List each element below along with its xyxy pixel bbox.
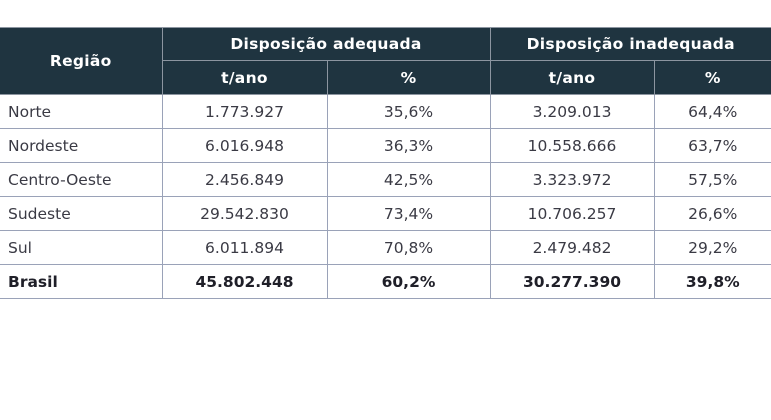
header-adequate-tons: t/ano — [162, 60, 328, 95]
waste-disposal-table: Região Disposição adequada Disposição in… — [0, 27, 771, 299]
table-body: Norte 1.773.927 35,6% 3.209.013 64,4% No… — [0, 94, 771, 299]
cell-region: Norte — [0, 94, 163, 129]
cell-adequate-pct: 36,3% — [326, 128, 491, 163]
cell-adequate-pct: 42,5% — [326, 162, 491, 197]
cell-adequate-tons-total: 45.802.448 — [161, 264, 328, 299]
header-adequate-group: Disposição adequada — [161, 27, 491, 61]
header-inadequate-pct: % — [653, 60, 771, 95]
header-adequate-pct: % — [326, 60, 491, 95]
cell-inadequate-pct: 29,2% — [653, 230, 771, 265]
header-inadequate-group: Disposição inadequada — [489, 27, 771, 61]
cell-adequate-tons: 2.456.849 — [161, 162, 328, 197]
cell-inadequate-pct-total: 39,8% — [653, 264, 771, 299]
table-row: Norte 1.773.927 35,6% 3.209.013 64,4% — [0, 94, 771, 129]
cell-inadequate-tons: 2.479.482 — [489, 230, 655, 265]
cell-adequate-tons: 6.016.948 — [161, 128, 328, 163]
table-row: Sudeste 29.542.830 73,4% 10.706.257 26,6… — [0, 196, 771, 231]
cell-inadequate-tons: 3.209.013 — [489, 94, 655, 129]
cell-adequate-tons: 6.011.894 — [161, 230, 328, 265]
cell-adequate-tons: 29.542.830 — [161, 196, 328, 231]
table-total-row: Brasil 45.802.448 60,2% 30.277.390 39,8% — [0, 264, 771, 299]
header-region: Região — [0, 27, 163, 95]
table-row: Centro-Oeste 2.456.849 42,5% 3.323.972 5… — [0, 162, 771, 197]
data-table-container: Região Disposição adequada Disposição in… — [0, 27, 771, 299]
cell-inadequate-tons: 10.558.666 — [489, 128, 655, 163]
cell-inadequate-tons-total: 30.277.390 — [489, 264, 655, 299]
cell-inadequate-pct: 57,5% — [653, 162, 771, 197]
cell-region: Sul — [0, 230, 163, 265]
cell-adequate-pct: 35,6% — [326, 94, 491, 129]
cell-adequate-pct-total: 60,2% — [326, 264, 491, 299]
cell-region: Centro-Oeste — [0, 162, 163, 197]
table-header: Região Disposição adequada Disposição in… — [0, 27, 771, 95]
cell-inadequate-pct: 26,6% — [653, 196, 771, 231]
table-row: Nordeste 6.016.948 36,3% 10.558.666 63,7… — [0, 128, 771, 163]
cell-inadequate-pct: 63,7% — [653, 128, 771, 163]
header-inadequate-tons: t/ano — [489, 60, 655, 95]
cell-region: Nordeste — [0, 128, 163, 163]
cell-region: Sudeste — [0, 196, 163, 231]
table-row: Sul 6.011.894 70,8% 2.479.482 29,2% — [0, 230, 771, 265]
cell-adequate-tons: 1.773.927 — [161, 94, 328, 129]
cell-inadequate-pct: 64,4% — [653, 94, 771, 129]
cell-region-total: Brasil — [0, 264, 163, 299]
cell-inadequate-tons: 10.706.257 — [489, 196, 655, 231]
cell-adequate-pct: 73,4% — [326, 196, 491, 231]
cell-adequate-pct: 70,8% — [326, 230, 491, 265]
cell-inadequate-tons: 3.323.972 — [489, 162, 655, 197]
